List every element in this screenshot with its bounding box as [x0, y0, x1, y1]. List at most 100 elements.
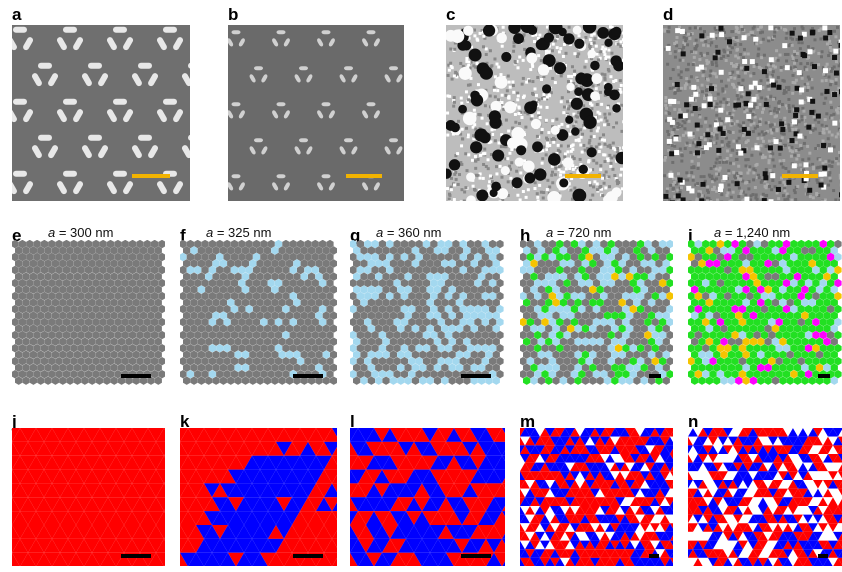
spin-triangle	[635, 523, 645, 532]
lattice-site	[735, 350, 743, 359]
spin-triangle	[446, 511, 462, 525]
lattice-site	[545, 337, 553, 346]
lattice-site	[201, 265, 209, 275]
lattice-site	[249, 311, 257, 320]
spin-triangle	[236, 469, 252, 484]
lattice-site	[771, 285, 780, 294]
spin-triangle	[180, 524, 196, 539]
spin-triangle	[640, 549, 650, 558]
lattice-site	[556, 240, 564, 249]
lattice-site	[92, 370, 100, 379]
lattice-site	[375, 285, 383, 294]
lattice-site	[746, 357, 754, 366]
scale-bar	[293, 374, 323, 378]
spin-triangle	[575, 523, 585, 532]
spin-triangle	[828, 428, 838, 437]
lattice-site	[219, 324, 227, 333]
lattice-site	[705, 311, 713, 320]
lattice-site	[77, 240, 85, 249]
spin-triangle	[382, 469, 398, 484]
lattice-site	[666, 344, 673, 353]
lattice-site	[230, 370, 239, 379]
spin-triangle	[12, 441, 28, 456]
lattice-site	[574, 337, 582, 346]
lattice-site	[760, 252, 769, 262]
spin-triangle	[414, 428, 430, 442]
lattice-site	[44, 337, 52, 346]
spin-triangle	[406, 538, 422, 553]
lattice-site	[808, 337, 816, 346]
spin-triangle	[545, 488, 555, 498]
lattice-site	[691, 246, 699, 255]
lattice-site	[125, 259, 133, 268]
lattice-site	[304, 357, 312, 366]
spin-triangle	[525, 497, 535, 506]
lattice-site	[600, 317, 608, 327]
lattice-site	[760, 370, 769, 379]
lattice-site	[801, 298, 809, 307]
lattice-site	[190, 350, 198, 359]
lattice-site	[267, 291, 275, 301]
lattice-site	[437, 252, 445, 262]
lattice-site	[618, 285, 626, 294]
lattice-site	[437, 330, 445, 340]
lattice-site	[29, 337, 37, 346]
spin-triangle	[718, 514, 728, 524]
lattice-site	[382, 363, 390, 372]
lattice-site	[51, 324, 59, 333]
lattice-site	[467, 240, 475, 249]
lattice-site	[371, 317, 379, 327]
spin-triangle	[545, 436, 555, 446]
spin-triangle	[535, 462, 545, 472]
lattice-site	[84, 370, 93, 379]
lattice-site	[197, 324, 205, 333]
spin-triangle	[462, 497, 478, 512]
spin-triangle	[803, 505, 813, 515]
lattice-site	[698, 337, 706, 346]
lattice-site	[208, 317, 216, 327]
spin-triangle	[590, 488, 600, 498]
lattice-site	[666, 304, 673, 314]
lattice-site	[470, 363, 478, 372]
spin-triangle	[478, 538, 494, 553]
lattice-site	[241, 298, 250, 307]
spin-triangle	[748, 462, 758, 472]
spin-triangle	[438, 538, 454, 553]
lattice-site	[688, 344, 695, 353]
spin-triangle	[358, 511, 374, 525]
lattice-site	[330, 246, 337, 255]
lattice-site	[534, 304, 542, 314]
spin-triangle	[430, 428, 446, 442]
lattice-site	[727, 272, 735, 281]
spin-triangle	[36, 552, 52, 566]
scale-bar	[818, 554, 828, 558]
spin-triangle	[430, 483, 446, 498]
lattice-site	[585, 304, 593, 314]
spin-triangle	[773, 549, 783, 558]
lattice-site	[716, 304, 724, 314]
lattice-site	[537, 350, 545, 359]
spin-triangle	[148, 538, 164, 553]
spin-triangle	[773, 471, 783, 480]
lattice-site	[81, 376, 89, 385]
spin-triangle	[600, 531, 610, 541]
spin-triangle	[100, 469, 116, 484]
spin-triangle	[660, 462, 670, 472]
lattice-site	[662, 363, 670, 372]
lattice-site	[400, 344, 409, 353]
spin-triangle	[284, 483, 300, 498]
lattice-site	[208, 304, 216, 314]
spin-triangle	[358, 552, 374, 566]
lattice-site	[812, 330, 820, 340]
lattice-site	[570, 291, 579, 301]
lattice-site	[282, 240, 290, 249]
panel-label-b: b	[228, 5, 239, 24]
spin-triangle	[778, 445, 788, 454]
lattice-site	[114, 252, 122, 262]
lattice-site	[267, 278, 275, 288]
lattice-site	[205, 246, 213, 255]
spin-triangle	[635, 479, 645, 489]
lattice-site	[705, 350, 713, 359]
spin-triangle	[595, 462, 605, 472]
spin-triangle	[783, 523, 793, 532]
